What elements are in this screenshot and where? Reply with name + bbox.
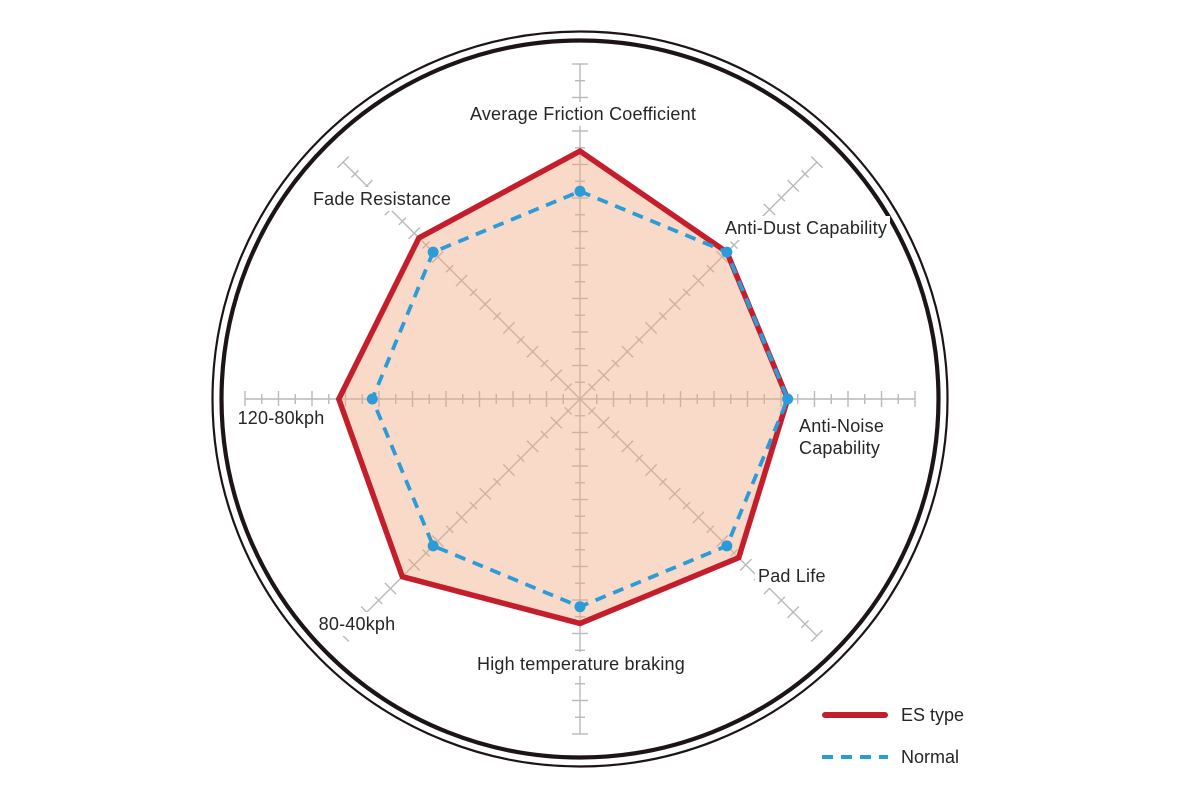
normal-line-swatch xyxy=(822,755,888,759)
legend-item-normal: Normal xyxy=(822,744,964,770)
axis-label-anti-noise-capability: Anti-Noise Capability xyxy=(796,414,888,460)
legend-label-normal: Normal xyxy=(901,746,960,767)
axis-label-average-friction-coefficient: Average Friction Coefficient xyxy=(466,102,700,126)
legend-item-es-type: ES type xyxy=(822,702,964,728)
outer-rings xyxy=(211,30,949,768)
axis-label-120-80kph: 120-80kph xyxy=(234,406,328,430)
axis-label-fade-resistance: Fade Resistance xyxy=(309,187,455,211)
legend: ES type Normal xyxy=(822,702,964,786)
series-es-type-area xyxy=(338,151,788,624)
axis-label-pad-life: Pad Life xyxy=(755,564,829,588)
axis-label-anti-dust-capability: Anti-Dust Capability xyxy=(721,216,891,240)
series-normal-markers xyxy=(366,185,794,613)
axis-label-high-temperature-braking: High temperature braking xyxy=(474,652,688,676)
axis-label-80-40kph: 80-40kph xyxy=(315,612,399,636)
legend-label-es-type: ES type xyxy=(901,704,965,725)
es-type-line-swatch xyxy=(822,712,888,718)
